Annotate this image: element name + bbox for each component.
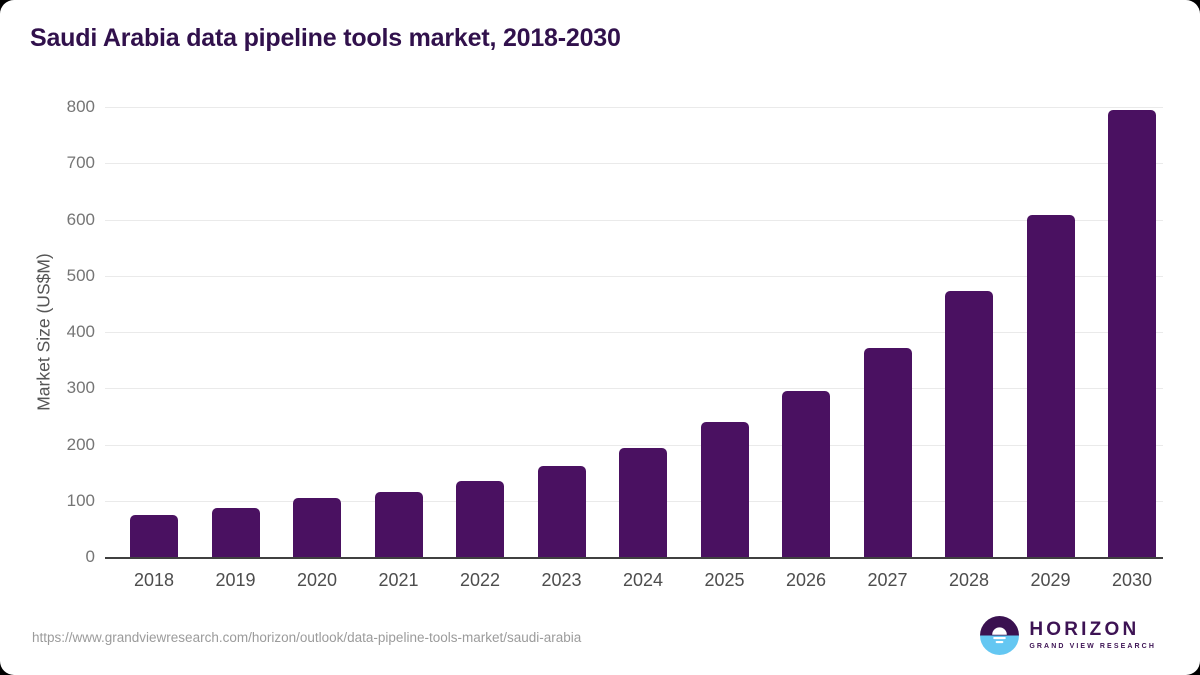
logo-text: HORIZON GRAND VIEW RESEARCH [1029, 618, 1156, 652]
gridline-400 [105, 332, 1163, 333]
gridline-600 [105, 219, 1163, 221]
y-tick-label-100: 100 [66, 490, 95, 510]
x-tick-label-2021: 2021 [378, 570, 419, 590]
bar-2025 [700, 422, 749, 557]
bar-2024 [619, 447, 667, 557]
chart-title: Saudi Arabia data pipeline tools market,… [30, 24, 621, 52]
bar-2022 [456, 481, 504, 557]
bar-2019 [211, 507, 260, 557]
x-tick-label-2024: 2024 [622, 570, 664, 590]
gridline-800 [105, 107, 1163, 108]
x-tick-label-2019: 2019 [215, 570, 256, 590]
bar-2029 [1026, 215, 1075, 557]
horizon-logo: HORIZON GRAND VIEW RESEARCH [980, 616, 1156, 655]
bar-2028 [945, 290, 993, 557]
gridline-200 [105, 444, 1163, 446]
plot-area [105, 107, 1163, 559]
x-tick-label-2026: 2026 [785, 570, 827, 590]
bar-2020 [293, 497, 341, 557]
y-tick-label-700: 700 [66, 153, 95, 173]
x-tick-label-2020: 2020 [296, 570, 338, 590]
gridline-300 [105, 388, 1163, 390]
y-tick-label-0: 0 [85, 547, 95, 566]
x-tick-label-2023: 2023 [541, 570, 582, 590]
x-tick-label-2022: 2022 [459, 570, 501, 590]
bar-2021 [374, 492, 423, 557]
logo-subtitle: GRAND VIEW RESEARCH [1029, 642, 1156, 650]
y-tick-label-500: 500 [66, 265, 95, 285]
bar-2026 [782, 390, 830, 557]
x-tick-label-2030: 2030 [1111, 570, 1153, 590]
gridline-700 [105, 163, 1163, 165]
bar-2027 [863, 347, 912, 557]
y-tick-label-800: 800 [66, 97, 95, 116]
y-tick-label-600: 600 [66, 209, 95, 229]
x-tick-label-2029: 2029 [1030, 570, 1071, 590]
x-tick-label-2028: 2028 [948, 570, 990, 590]
y-tick-label-200: 200 [66, 434, 95, 454]
x-tick-label-2018: 2018 [133, 570, 175, 590]
bar-2030 [1108, 110, 1156, 557]
bar-2023 [537, 466, 586, 557]
y-tick-label-300: 300 [66, 378, 95, 398]
logo-name: HORIZON [1029, 618, 1140, 640]
y-tick-label-400: 400 [66, 322, 95, 341]
gridline-500 [105, 275, 1163, 277]
bar-2018 [130, 514, 178, 557]
horizon-sunset-icon [980, 616, 1020, 655]
source-url: https://www.grandviewresearch.com/horizo… [32, 630, 582, 645]
x-tick-label-2025: 2025 [704, 570, 745, 590]
x-tick-label-2027: 2027 [867, 570, 908, 590]
